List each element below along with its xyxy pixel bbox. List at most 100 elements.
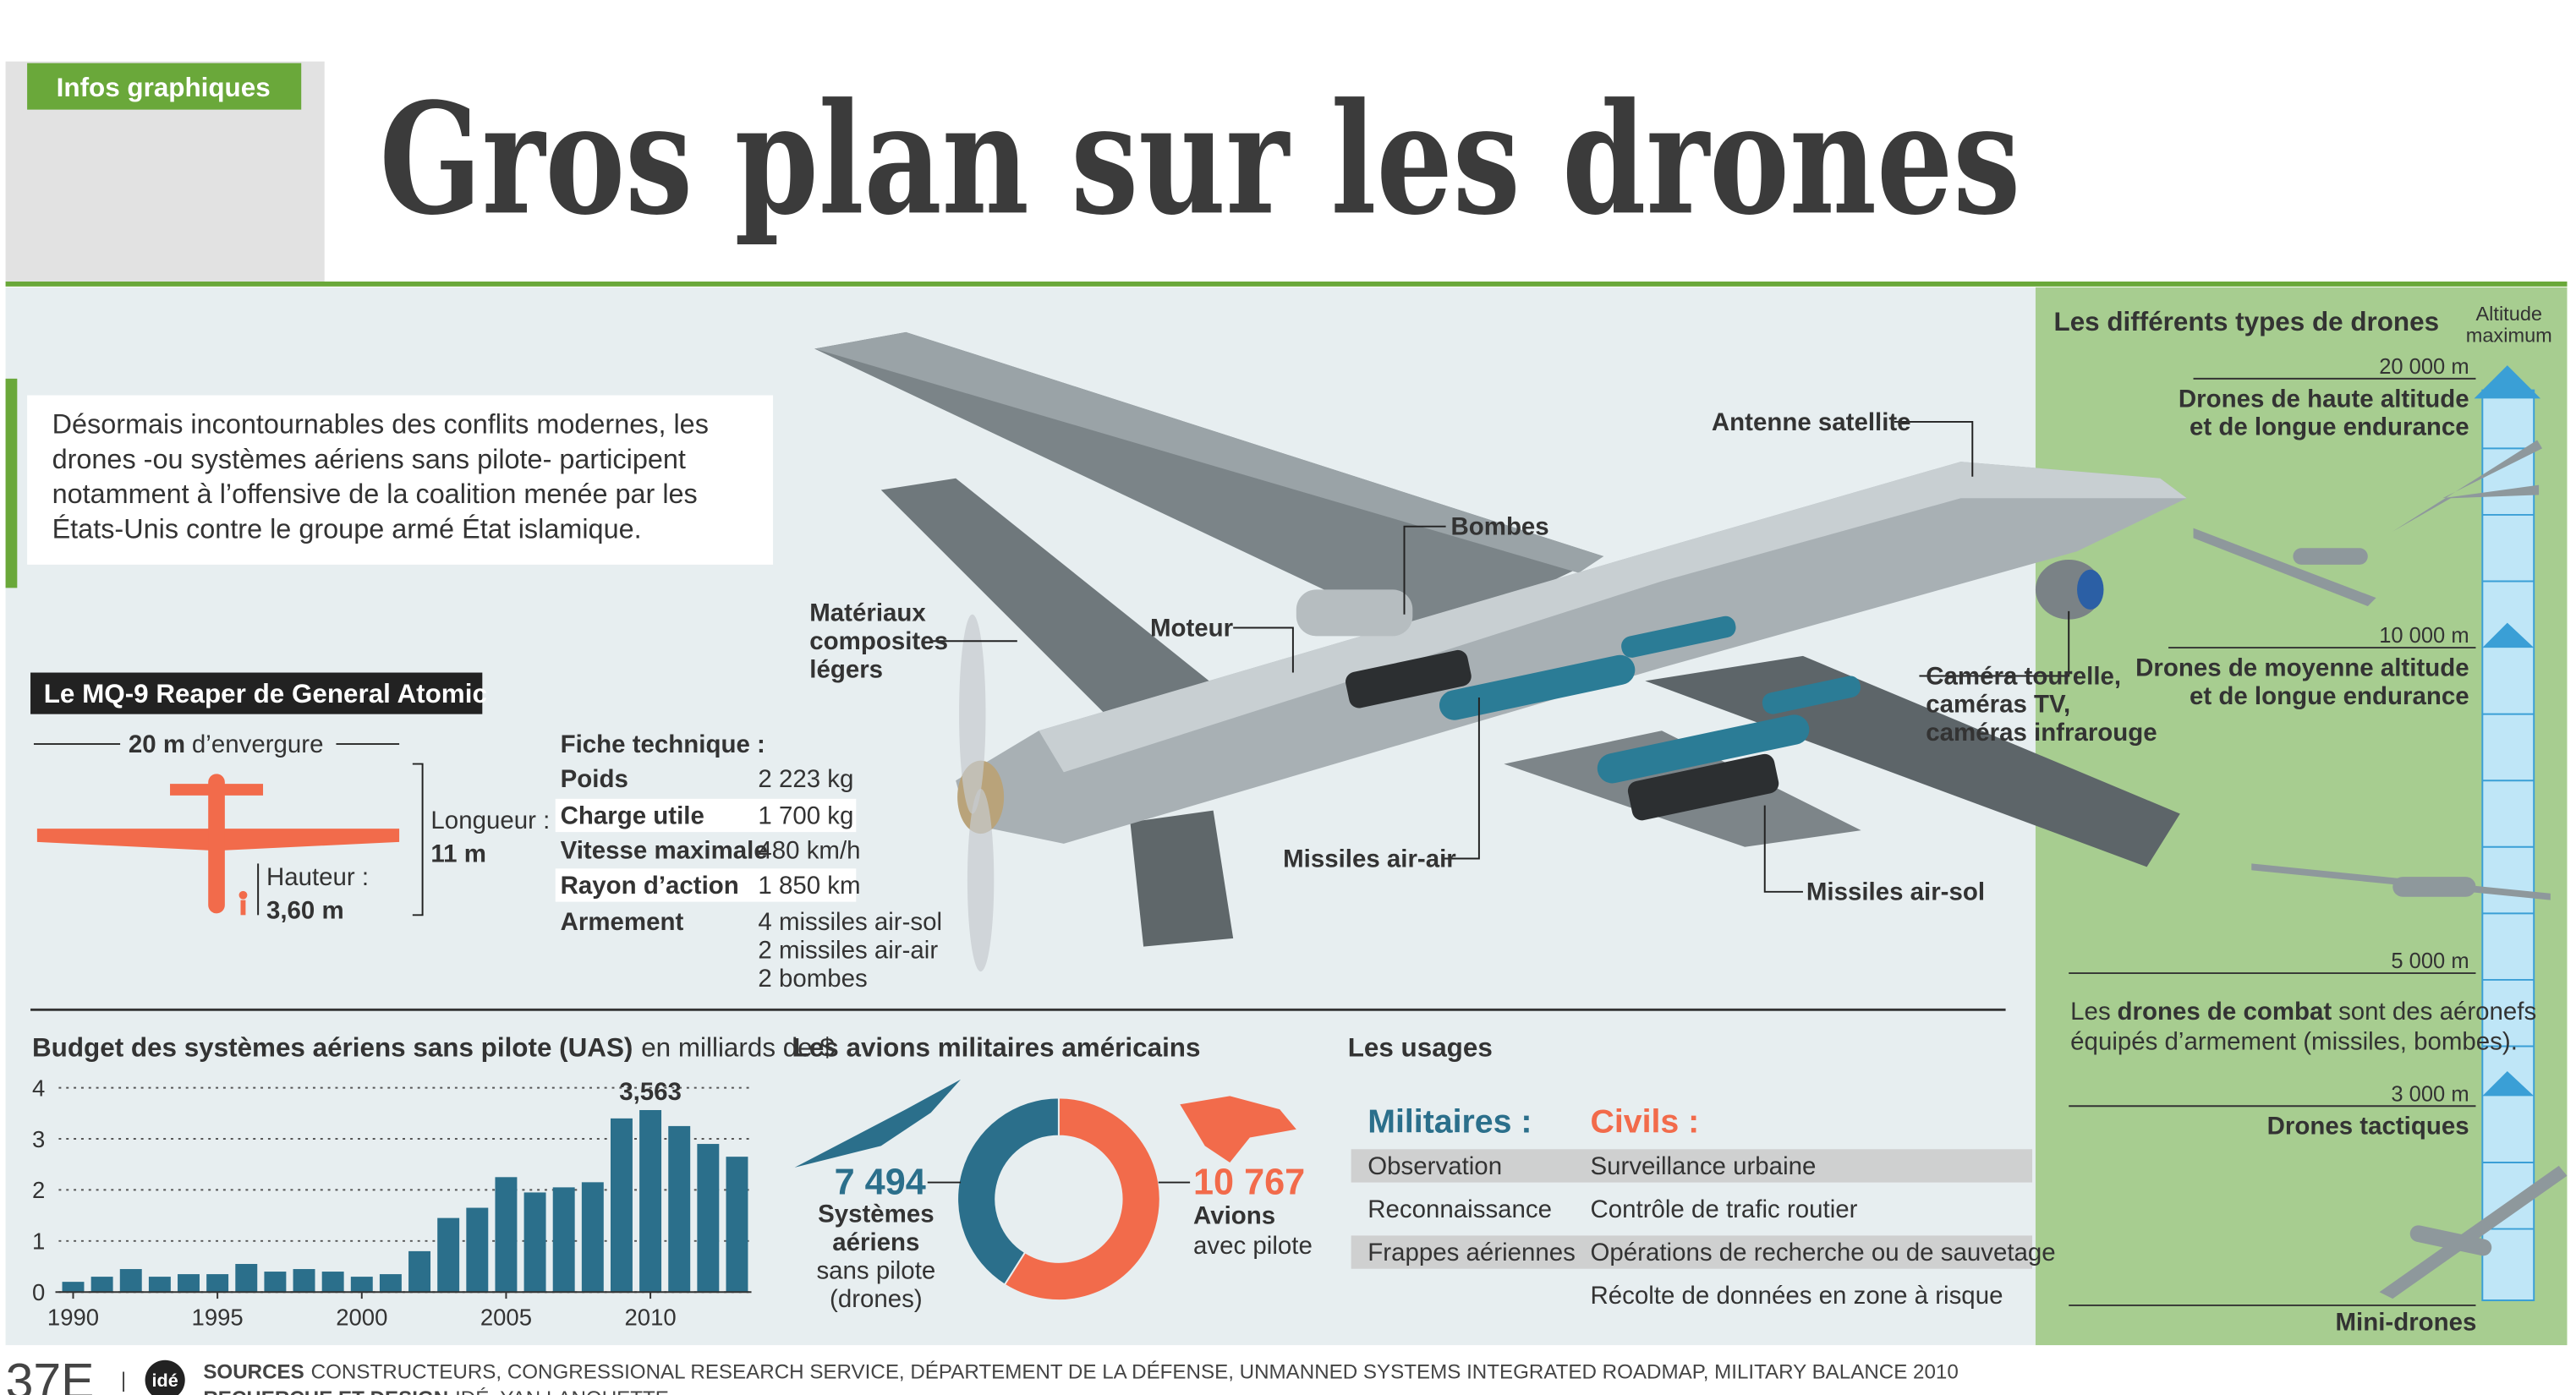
tag-box — [27, 63, 302, 110]
wingspan-label: d’envergure — [192, 730, 324, 758]
drone-illustration-part-part — [1627, 753, 1779, 821]
spec-title: Fiche technique : — [561, 730, 765, 758]
type-label: Drones de moyenne altitude — [2135, 654, 2469, 681]
length-label: Longueur : — [430, 807, 550, 834]
altitude: 5 000 m — [2391, 949, 2469, 973]
drone-illustration-part-part — [1621, 615, 1736, 658]
callout-leaders-part — [1233, 626, 1294, 673]
jet-icon — [1180, 1096, 1296, 1162]
drone-type-icons-part — [2293, 548, 2368, 565]
bar — [668, 1125, 691, 1293]
drone-illustration-part — [967, 789, 995, 972]
spec-value: 2 bombes — [758, 965, 867, 993]
callout-leaders-part — [1403, 525, 1446, 615]
intro-accent — [5, 378, 18, 588]
callout-leaders — [930, 420, 2070, 893]
drone-illustration-part — [1346, 649, 1779, 821]
callout: composites — [809, 627, 948, 655]
reaper-silhouette — [36, 774, 400, 916]
intro-line: drones -ou systèmes aériens sans pilote-… — [52, 444, 686, 474]
badge-circle — [145, 1359, 185, 1395]
x-tick-label: 2000 — [336, 1305, 387, 1331]
usage-stripe — [1351, 1149, 2032, 1183]
type-label-part: drones de combat — [2118, 998, 2332, 1026]
bar — [495, 1177, 518, 1293]
usages-title: Les usages — [1348, 1032, 1493, 1062]
bar — [206, 1274, 229, 1293]
drone-type-icons-part — [2379, 1165, 2568, 1299]
height-label: Hauteur : — [266, 863, 369, 891]
wingspan: 20 m — [129, 730, 185, 758]
credit-label: RECHERCHE ET DESIGN — [203, 1387, 448, 1395]
spec-value: 2 223 kg — [758, 765, 853, 793]
bar — [350, 1277, 373, 1293]
budget-chart: 0 1 2 3 4 3,563 1990 1995 2000 2005 2010 — [32, 1075, 752, 1330]
drone-illustration-part — [956, 462, 2187, 844]
altitude-rules — [2069, 377, 2476, 1306]
logo: 37E — [6, 1354, 95, 1395]
drone-illustration-part-part — [1597, 714, 1810, 784]
x-tick-label: 1990 — [47, 1305, 99, 1331]
type-label-part: Les — [2070, 998, 2111, 1026]
drone-illustration-part-part — [1346, 649, 1472, 708]
civil-title: Civils : — [1591, 1103, 1700, 1141]
bar — [235, 1263, 258, 1293]
reaper-silhouette-part — [240, 900, 246, 916]
drone-illustration-part — [1439, 615, 1861, 784]
drone-illustration-part — [1039, 462, 2187, 773]
length: 11 m — [430, 840, 486, 867]
callout-leaders-part — [1894, 420, 1974, 477]
intro-line: notamment à l’offensive de la coalition … — [52, 479, 698, 509]
length-bracket — [412, 763, 424, 916]
drone-illustration-part — [814, 331, 1604, 573]
aircraft-title: Les avions militaires américains — [793, 1032, 1201, 1062]
drone-illustration-part-part — [1762, 676, 1861, 714]
altitude-arrow-part — [2481, 389, 2535, 1302]
spec-key: Armement — [561, 908, 684, 936]
drone-illustration — [814, 331, 2187, 972]
altitude: 3 000 m — [2391, 1082, 2469, 1106]
civil-usage: Opérations de recherche ou de sauvetage — [1591, 1239, 2056, 1266]
altitude-arrow — [2474, 365, 2541, 1302]
bar — [697, 1144, 720, 1293]
callout: Missiles air-air — [1283, 845, 1456, 873]
drone-illustration-part — [1296, 589, 1413, 637]
bar — [148, 1277, 171, 1293]
altitude: 10 000 m — [2379, 624, 2469, 648]
height: 3,60 m — [266, 896, 344, 924]
altitude-axis-label: Altitude — [2475, 303, 2542, 325]
credit: RECHERCHE ET DESIGN IDÉ, YAN LANOUETTE — [203, 1387, 669, 1395]
wingspan-text: 20 m d’envergure — [129, 730, 324, 758]
y-tick-label: 0 — [32, 1279, 45, 1305]
types-title: Les différents types de drones — [2054, 307, 2440, 336]
type-label: Mini-drones — [2336, 1308, 2477, 1336]
donut-segment — [956, 1097, 1060, 1286]
bar — [552, 1187, 575, 1293]
drone-count: 7 494 — [835, 1162, 926, 1202]
spec-key: Rayon d’action — [561, 872, 739, 900]
spec-key: Poids — [561, 765, 628, 793]
spec-value: 1 700 kg — [758, 801, 853, 829]
type-label: Drones de haute altitude — [2179, 385, 2469, 413]
drone-type-icons-part — [2392, 877, 2476, 897]
callout: Bombes — [1451, 513, 1549, 541]
spec-key: Charge utile — [561, 801, 704, 829]
sources: SOURCES CONSTRUCTEURS, CONGRESSIONAL RESE… — [203, 1360, 1958, 1383]
reaper-silhouette-part — [170, 784, 264, 796]
reaper-title: Le MQ-9 Reaper de General Atomic — [44, 679, 487, 708]
altitude-axis-label: maximum — [2466, 325, 2552, 347]
callout: Missiles air-sol — [1806, 878, 1985, 906]
drone-label: sans pilote — [816, 1257, 935, 1285]
manned-label: avec pilote — [1193, 1232, 1313, 1260]
bar — [581, 1182, 604, 1293]
spec-value: 2 missiles air-air — [758, 936, 938, 964]
spec-row-bg — [555, 868, 857, 902]
y-tick-label: 3 — [32, 1126, 45, 1152]
civil-usage: Surveillance urbaine — [1591, 1152, 1817, 1180]
civil-usage: Contrôle de trafic routier — [1591, 1195, 1858, 1223]
callout-leaders-part — [1919, 610, 2070, 677]
callout: Antenne satellite — [1712, 408, 1911, 436]
intro-box — [27, 395, 774, 565]
